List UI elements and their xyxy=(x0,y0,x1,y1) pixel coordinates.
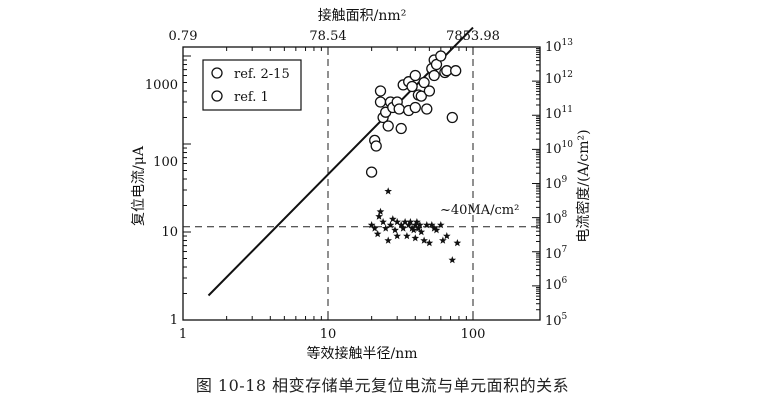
data-point-star xyxy=(393,218,401,226)
data-point-circle xyxy=(393,103,405,115)
right-tick-label-1e9: 109 xyxy=(545,175,568,192)
data-point-circle xyxy=(395,122,407,135)
data-point-star xyxy=(448,256,457,264)
x-tick-label-10: 10 xyxy=(320,327,337,342)
data-point-star xyxy=(381,224,390,232)
data-point-star xyxy=(408,224,416,232)
data-point-star xyxy=(443,232,451,240)
data-point-star xyxy=(417,228,426,236)
chart: 1 10 100 0.79 78.54 7853.98 1 10 100 100… xyxy=(130,7,592,362)
data-point-star xyxy=(401,218,409,226)
top-tick-label-7853.98: 7853.98 xyxy=(446,29,500,44)
data-point-star xyxy=(423,221,431,229)
y-tick-label-10: 10 xyxy=(161,225,178,240)
data-point-star xyxy=(373,230,382,238)
data-point-circle xyxy=(418,76,430,89)
top-axis-title: 接触面积/nm² xyxy=(318,7,407,24)
data-point-star xyxy=(414,224,423,232)
y-tick-label-1: 1 xyxy=(170,313,178,328)
data-point-circle xyxy=(435,50,447,62)
right-tick-label-1e8: 108 xyxy=(545,210,568,227)
x-tick-label-100: 100 xyxy=(461,327,486,342)
data-point-circle xyxy=(415,90,427,102)
data-point-circle xyxy=(365,166,378,178)
series-ref-2-15 xyxy=(365,50,462,178)
right-tick-label-1e6: 106 xyxy=(545,276,568,293)
data-point-circle xyxy=(421,103,433,115)
data-point-circle xyxy=(446,111,458,124)
data-point-star xyxy=(375,212,383,220)
right-tick-label-1e5: 105 xyxy=(545,312,568,329)
data-point-star xyxy=(389,215,397,223)
right-tick-label-1e12: 1012 xyxy=(545,70,573,87)
data-point-star xyxy=(399,224,407,232)
data-point-star xyxy=(384,236,392,244)
data-point-circle xyxy=(374,96,387,108)
legend-label-ref-1: ref. 1 xyxy=(234,90,269,105)
data-point-circle xyxy=(382,120,394,132)
data-point-star xyxy=(406,218,415,226)
data-point-circle xyxy=(428,69,440,82)
x-tick-label-1: 1 xyxy=(179,327,187,342)
data-point-star xyxy=(453,239,462,247)
data-point-star xyxy=(384,187,392,195)
right-axis-tick-labels: 105 106 107 108 109 1010 1011 1012 1013 xyxy=(545,38,573,329)
y-tick-label-1000: 1000 xyxy=(145,78,178,93)
top-tick-label-0.79: 0.79 xyxy=(169,29,198,44)
data-point-star xyxy=(391,226,399,234)
data-point-circle xyxy=(406,80,418,93)
legend: ref. 2-15 ref. 1 xyxy=(202,59,302,111)
series-ref-1 xyxy=(367,187,462,264)
data-point-star xyxy=(376,207,385,215)
data-point-star xyxy=(439,236,447,244)
data-point-star xyxy=(425,239,434,247)
data-point-star xyxy=(379,218,387,226)
data-point-star xyxy=(386,221,395,229)
data-point-star xyxy=(416,221,424,229)
x-axis-title: 等效接触半径/nm xyxy=(306,345,417,362)
data-point-star xyxy=(428,221,436,229)
axis-ticks xyxy=(182,46,540,321)
data-point-circle xyxy=(370,140,382,152)
data-point-circle xyxy=(409,101,421,114)
data-point-circle xyxy=(450,65,462,77)
right-tick-label-1e11: 1011 xyxy=(545,105,573,122)
y-axis-title: 复位电流/μA xyxy=(130,145,147,226)
data-point-circle xyxy=(374,85,387,97)
right-tick-label-1e13: 1013 xyxy=(545,38,573,55)
data-point-star xyxy=(403,232,411,240)
y-tick-label-100: 100 xyxy=(153,155,178,170)
data-point-star xyxy=(397,221,406,229)
annotation-40ma: ~40MA/cm² xyxy=(440,203,519,218)
data-point-star xyxy=(367,221,376,229)
data-point-star xyxy=(432,226,441,234)
top-tick-label-78.54: 78.54 xyxy=(309,29,346,44)
data-point-star xyxy=(413,218,421,226)
data-point-star xyxy=(411,234,420,242)
data-point-star xyxy=(393,232,401,240)
right-tick-label-1e7: 107 xyxy=(545,245,568,262)
right-tick-label-1e10: 1010 xyxy=(545,140,573,157)
data-point-star xyxy=(409,226,418,234)
data-point-circle xyxy=(423,85,436,97)
data-point-star xyxy=(370,224,379,232)
figure-caption: 图 10-18 相变存储单元复位电流与单元面积的关系 xyxy=(195,376,570,395)
legend-marker-circle xyxy=(211,67,223,79)
data-point-star xyxy=(437,221,445,229)
data-point-circle xyxy=(409,69,421,82)
legend-label-ref-2-15: ref. 2-15 xyxy=(234,67,290,82)
data-point-star xyxy=(420,236,428,244)
legend-marker-ref1 xyxy=(211,90,223,102)
right-axis-title: 电流密度/(A/cm²) xyxy=(575,129,592,242)
data-point-star xyxy=(430,224,438,232)
